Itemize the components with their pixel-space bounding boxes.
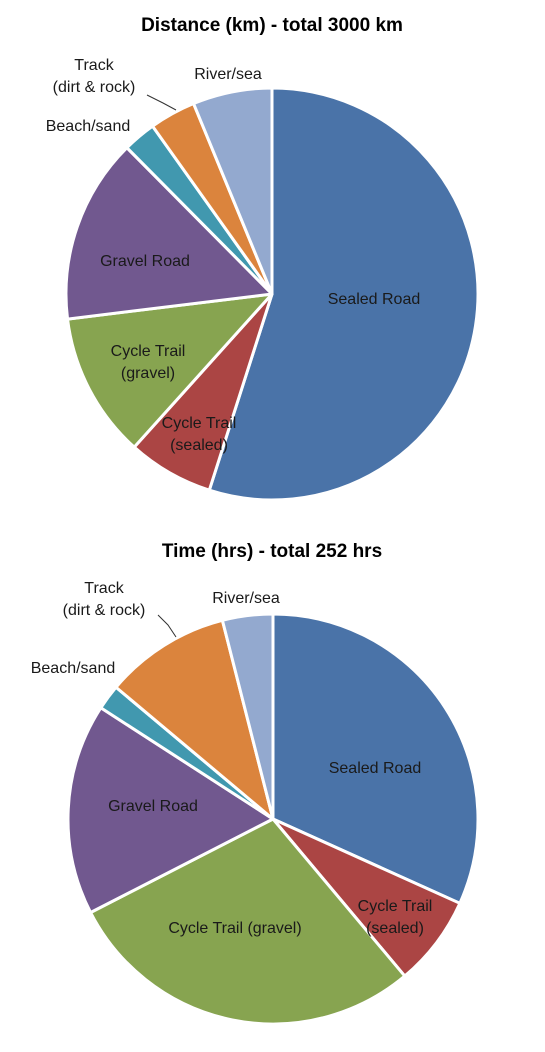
time-slice-sealed-road bbox=[271, 612, 480, 905]
distance-slices bbox=[64, 86, 480, 502]
distance-label-river-sea: River/sea bbox=[194, 66, 262, 83]
time-label-cycle-trail-gravel-line: Cycle Trail (gravel) bbox=[168, 920, 301, 937]
time-label-cycle-trail-sealed-line: Cycle Trail bbox=[358, 898, 433, 915]
distance-label-gravel-road: Gravel Road bbox=[100, 253, 190, 270]
distance-slice-cycle-trail-gravel bbox=[66, 292, 274, 449]
distance-chart-title: Distance (km) - total 3000 km bbox=[141, 15, 403, 36]
distance-label-cycle-trail-sealed: Cycle Trail (sealed) bbox=[162, 415, 237, 454]
distance-label-cycle-trail-gravel-line: (gravel) bbox=[121, 365, 175, 382]
time-label-river-sea-line: River/sea bbox=[212, 590, 280, 607]
time-label-cycle-trail-gravel: Cycle Trail (gravel) bbox=[168, 920, 301, 937]
time-label-river-sea: River/sea bbox=[212, 590, 280, 607]
time-chart-title: Time (hrs) - total 252 hrs bbox=[162, 541, 382, 562]
distance-slice-sealed-road bbox=[207, 86, 480, 502]
time-slice-river-sea bbox=[220, 612, 275, 821]
distance-label-beach-sand: Beach/sand bbox=[46, 118, 131, 135]
distance-leader-track bbox=[146, 94, 177, 111]
time-slice-cycle-trail-gravel bbox=[89, 817, 407, 1026]
distance-label-sealed-road: Sealed Road bbox=[328, 291, 421, 308]
distance-pie-chart: Distance (km) - total 3000 km Sealed Roa… bbox=[46, 15, 480, 502]
time-label-sealed-road: Sealed Road bbox=[329, 760, 422, 777]
time-pie-chart: Time (hrs) - total 252 hrs Sealed Road Cy… bbox=[31, 541, 480, 1026]
time-label-cycle-trail-sealed: Cycle Trail (sealed) bbox=[358, 898, 433, 937]
time-label-cycle-trail-sealed-line: (sealed) bbox=[366, 920, 424, 937]
time-label-track-line: (dirt & rock) bbox=[63, 602, 146, 619]
distance-label-beach-sand-line: Beach/sand bbox=[46, 118, 131, 135]
time-label-beach-sand-line: Beach/sand bbox=[31, 660, 116, 677]
distance-slice-river-sea bbox=[192, 86, 274, 296]
time-leader-track bbox=[157, 614, 177, 638]
time-label-gravel-road-line: Gravel Road bbox=[108, 798, 198, 815]
time-label-beach-sand: Beach/sand bbox=[31, 660, 116, 677]
distance-label-cycle-trail-sealed-line: Cycle Trail bbox=[162, 415, 237, 432]
distance-label-cycle-trail-gravel-line: Cycle Trail bbox=[111, 343, 186, 360]
distance-slice-gravel-road bbox=[64, 146, 274, 321]
distance-label-sealed-road-line: Sealed Road bbox=[328, 291, 421, 308]
distance-label-track-line: Track bbox=[74, 57, 114, 74]
distance-label-track-line: (dirt & rock) bbox=[53, 79, 136, 96]
distance-label-cycle-trail-sealed-line: (sealed) bbox=[170, 437, 228, 454]
time-slices bbox=[66, 612, 480, 1026]
time-label-sealed-road-line: Sealed Road bbox=[329, 760, 422, 777]
time-label-gravel-road: Gravel Road bbox=[108, 798, 198, 815]
distance-label-track: Track (dirt & rock) bbox=[53, 57, 136, 96]
time-slice-gravel-road bbox=[66, 706, 275, 915]
distance-label-cycle-trail-gravel: Cycle Trail (gravel) bbox=[111, 343, 186, 382]
distance-label-river-sea-line: River/sea bbox=[194, 66, 262, 83]
time-label-track-line: Track bbox=[84, 580, 124, 597]
distance-label-gravel-road-line: Gravel Road bbox=[100, 253, 190, 270]
time-label-track: Track (dirt & rock) bbox=[63, 580, 146, 619]
